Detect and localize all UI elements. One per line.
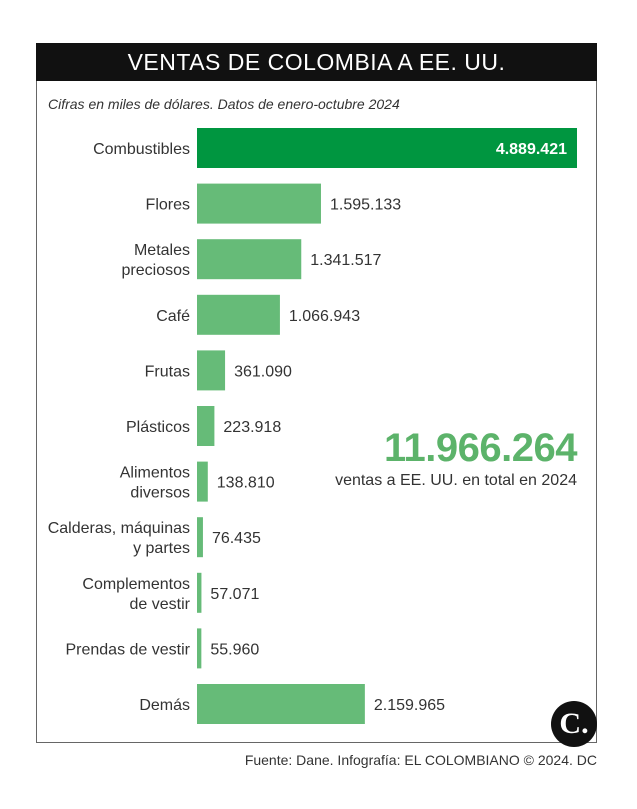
value-label-1: 1.595.133 [330, 197, 401, 214]
el-colombiano-logo-icon: C. [551, 701, 597, 747]
bar-2 [197, 239, 302, 280]
chart-subtitle: Cifras en miles de dólares. Datos de ene… [48, 96, 400, 112]
category-label-2: Metales preciosos [122, 242, 190, 279]
total-value: 11.966.264 [384, 426, 577, 470]
value-label-5: 223.918 [223, 419, 281, 436]
bar-1 [197, 183, 321, 224]
title-bar: VENTAS DE COLOMBIA A EE. UU. [36, 43, 597, 81]
category-label-0: Combustibles [93, 141, 190, 158]
value-label-9: 55.960 [210, 641, 259, 658]
bar-5 [197, 406, 215, 446]
bar-8 [197, 572, 202, 613]
value-label-2: 1.341.517 [310, 252, 381, 269]
bar-0 [197, 128, 577, 168]
value-label-10: 2.159.965 [374, 697, 445, 714]
category-label-4: Frutas [145, 363, 190, 380]
logo-text: C. [559, 707, 589, 740]
category-label-8: Complementos de vestir [82, 576, 190, 613]
chart-title: VENTAS DE COLOMBIA A EE. UU. [127, 48, 506, 75]
value-label-3: 1.066.943 [289, 308, 360, 325]
category-label-10: Demás [139, 697, 190, 714]
category-label-3: Café [156, 308, 190, 325]
value-label-4: 361.090 [234, 363, 292, 380]
total-summary: 11.966.264 ventas a EE. UU. en total en … [335, 426, 577, 490]
bar-4 [197, 350, 226, 391]
category-label-7: Calderas, máquinas y partes [48, 520, 190, 557]
bar-9 [197, 628, 202, 669]
total-caption: ventas a EE. UU. en total en 2024 [335, 472, 577, 489]
category-label-9: Prendas de vestir [65, 641, 190, 658]
bar-7 [197, 517, 203, 558]
source-note: Fuente: Dane. Infografía: EL COLOMBIANO … [244, 752, 597, 768]
value-label-8: 57.071 [210, 586, 259, 603]
bar-3 [197, 294, 280, 335]
category-label-6: Alimentos diversos [120, 465, 190, 502]
category-label-1: Flores [146, 197, 190, 214]
category-label-5: Plásticos [126, 419, 190, 436]
bar-6 [197, 461, 208, 502]
value-label-7: 76.435 [212, 530, 261, 547]
bar-10 [197, 684, 365, 724]
value-label-0: 4.889.421 [496, 141, 567, 158]
value-label-6: 138.810 [217, 475, 275, 492]
